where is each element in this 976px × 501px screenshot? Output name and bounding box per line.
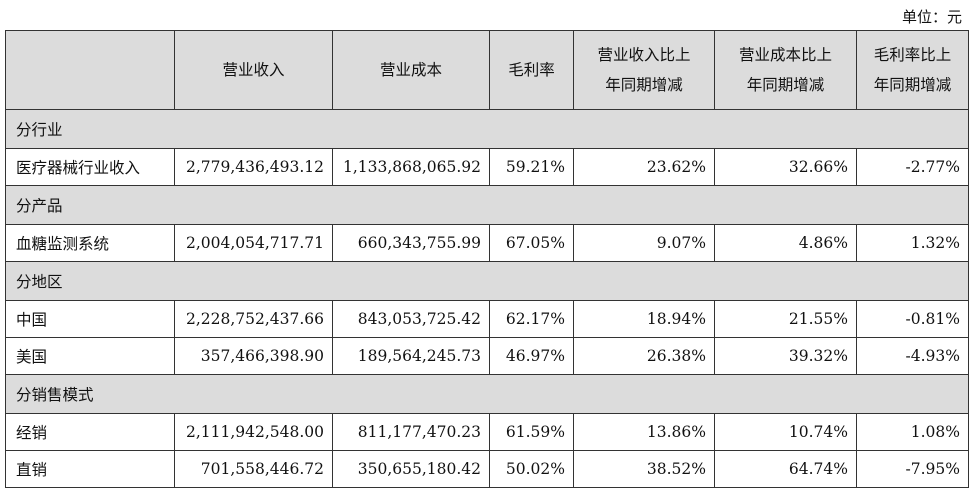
cell-cost-yoy: 64.74% (714, 450, 857, 488)
section-title: 分产品 (5, 185, 969, 225)
cell-gross-margin: 59.21% (489, 148, 574, 186)
header-row: 营业收入 营业成本 毛利率 营业收入比上 年同期增减 营业成本比上 年同期增减 毛利… (5, 30, 969, 110)
table-row: 血糖监测系统 2,004,054,717.71 660,343,755.99 67.0… (5, 224, 969, 262)
cell-margin-yoy: -2.77% (856, 148, 969, 186)
cell-margin-yoy: 1.08% (856, 413, 969, 451)
section-row: 分行业 (5, 109, 969, 149)
table-row: 美国 357,466,398.90 189,564,245.73 46.97% 26.3… (5, 337, 969, 375)
header-revenue: 营业收入 (174, 30, 333, 110)
cell-margin-yoy: -4.93% (856, 337, 969, 375)
cell-cost: 660,343,755.99 (332, 224, 490, 262)
cell-cost-yoy: 39.32% (714, 337, 857, 375)
cell-revenue: 357,466,398.90 (174, 337, 333, 375)
row-label: 血糖监测系统 (5, 224, 175, 262)
cell-margin-yoy: 1.32% (856, 224, 969, 262)
table-row: 医疗器械行业收入 2,779,436,493.12 1,133,868,065.92… (5, 148, 969, 186)
section-row: 分产品 (5, 185, 969, 225)
cell-gross-margin: 50.02% (489, 450, 574, 488)
cell-cost-yoy: 21.55% (714, 300, 857, 338)
header-cost-yoy: 营业成本比上 年同期增减 (714, 30, 857, 110)
row-label: 美国 (5, 337, 175, 375)
row-label: 中国 (5, 300, 175, 338)
cell-cost-yoy: 32.66% (714, 148, 857, 186)
row-label: 直销 (5, 450, 175, 488)
cell-revenue-yoy: 18.94% (573, 300, 715, 338)
cell-revenue-yoy: 13.86% (573, 413, 715, 451)
cell-revenue: 2,228,752,437.66 (174, 300, 333, 338)
cell-cost-yoy: 10.74% (714, 413, 857, 451)
header-cost: 营业成本 (332, 30, 490, 110)
section-title: 分地区 (5, 261, 969, 301)
section-row: 分地区 (5, 261, 969, 301)
cell-revenue: 2,779,436,493.12 (174, 148, 333, 186)
table-row: 经销 2,111,942,548.00 811,177,470.23 61.59% 13… (5, 413, 969, 451)
cell-cost-yoy: 4.86% (714, 224, 857, 262)
section-title: 分行业 (5, 109, 969, 149)
cell-cost: 189,564,245.73 (332, 337, 490, 375)
cell-revenue-yoy: 38.52% (573, 450, 715, 488)
unit-label: 单位：元 (901, 8, 962, 26)
row-label: 医疗器械行业收入 (5, 148, 175, 186)
cell-cost: 1,133,868,065.92 (332, 148, 490, 186)
header-corner (5, 30, 175, 110)
cell-revenue: 701,558,446.72 (174, 450, 333, 488)
cell-revenue-yoy: 26.38% (573, 337, 715, 375)
table-row: 中国 2,228,752,437.66 843,053,725.42 62.17% 18… (5, 300, 969, 338)
cell-revenue: 2,111,942,548.00 (174, 413, 333, 451)
cell-cost: 843,053,725.42 (332, 300, 490, 338)
cell-gross-margin: 62.17% (489, 300, 574, 338)
cell-gross-margin: 67.05% (489, 224, 574, 262)
revenue-table: 营业收入 营业成本 毛利率 营业收入比上 年同期增减 营业成本比上 年同期增减 毛利… (5, 30, 969, 488)
section-row: 分销售模式 (5, 374, 969, 414)
cell-revenue-yoy: 9.07% (573, 224, 715, 262)
cell-margin-yoy: -0.81% (856, 300, 969, 338)
header-gross-margin: 毛利率 (489, 30, 574, 110)
section-title: 分销售模式 (5, 374, 969, 414)
row-label: 经销 (5, 413, 175, 451)
cell-gross-margin: 46.97% (489, 337, 574, 375)
cell-cost: 350,655,180.42 (332, 450, 490, 488)
cell-revenue-yoy: 23.62% (573, 148, 715, 186)
header-margin-yoy: 毛利率比上 年同期增减 (856, 30, 969, 110)
cell-margin-yoy: -7.95% (856, 450, 969, 488)
cell-gross-margin: 61.59% (489, 413, 574, 451)
table-row: 直销 701,558,446.72 350,655,180.42 50.02% 38.5… (5, 450, 969, 488)
cell-cost: 811,177,470.23 (332, 413, 490, 451)
cell-revenue: 2,004,054,717.71 (174, 224, 333, 262)
header-revenue-yoy: 营业收入比上 年同期增减 (573, 30, 715, 110)
